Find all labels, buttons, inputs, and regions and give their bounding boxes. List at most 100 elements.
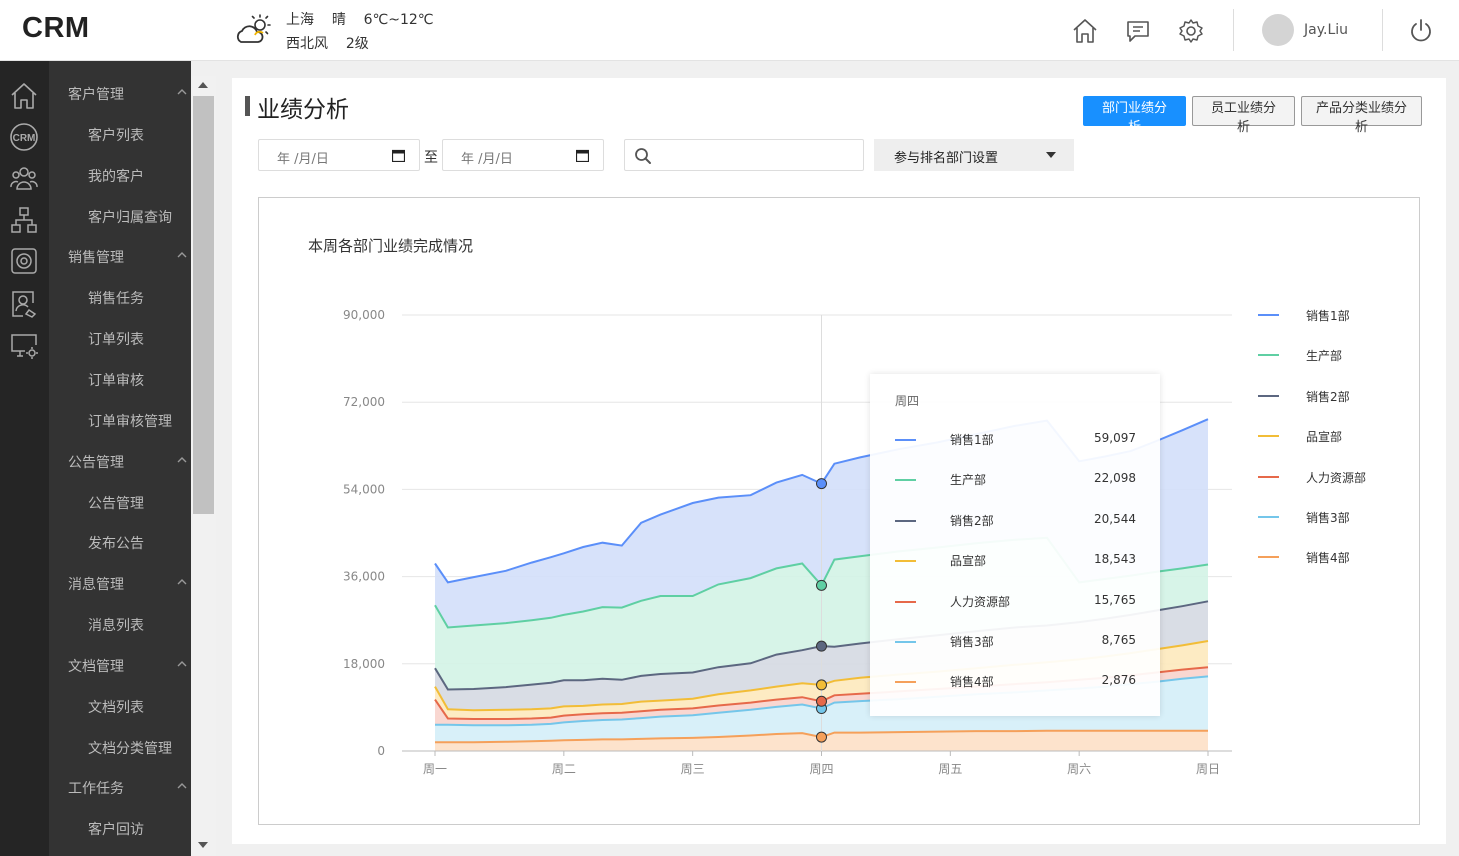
scroll-thumb[interactable]	[193, 96, 214, 514]
legend-item[interactable]: 生产部	[1258, 345, 1378, 365]
avatar[interactable]	[1262, 14, 1294, 46]
camera-icon[interactable]	[9, 246, 39, 276]
legend-label: 品宣部	[1306, 430, 1343, 445]
tooltip-series-name: 销售4部	[950, 675, 994, 690]
y-tick-label: 0	[377, 744, 385, 758]
menu-item-customer-list[interactable]: 客户列表	[49, 114, 191, 154]
menu-item-customer-ownership[interactable]: 客户归属查询	[49, 196, 191, 236]
start-date-placeholder: 年 /月/日	[277, 152, 329, 167]
chevron-up-icon[interactable]	[177, 455, 187, 465]
power-icon[interactable]	[1407, 17, 1435, 45]
home-icon[interactable]	[1071, 17, 1099, 45]
menu-item-order-review[interactable]: 订单审核	[49, 359, 191, 399]
partly-sunny-icon	[236, 14, 271, 43]
menu-item-order-list[interactable]: 订单列表	[49, 318, 191, 358]
hover-point-人力资源部[interactable]	[816, 695, 827, 707]
menu-group-message[interactable]: 消息管理	[49, 563, 191, 603]
hover-point-销售2部[interactable]	[816, 640, 827, 652]
chevron-up-icon[interactable]	[177, 659, 187, 669]
search-icon	[635, 148, 651, 164]
menu-label: 公告管理	[88, 495, 144, 512]
menu-item-my-customers[interactable]: 我的客户	[49, 155, 191, 195]
tooltip-series-value: 2,876	[1101, 673, 1136, 688]
gear-icon[interactable]	[1177, 17, 1205, 45]
menu-item-message-list[interactable]: 消息列表	[49, 604, 191, 644]
chevron-up-icon[interactable]	[177, 781, 187, 791]
tooltip-swatch	[895, 681, 916, 684]
tooltip-series-name: 销售1部	[950, 433, 994, 447]
menu-item-doc-list[interactable]: 文档列表	[49, 686, 191, 726]
legend-item[interactable]: 人力资源部	[1258, 467, 1378, 487]
home-icon[interactable]	[9, 81, 39, 111]
search-input[interactable]	[657, 144, 857, 166]
end-date-input[interactable]: 年 /月/日	[442, 139, 604, 171]
side-menu: 客户管理 客户列表 我的客户 客户归属查询 销售管理 销售任务 订单列表 订单审核 订单审核管理…	[49, 61, 191, 856]
hover-point-销售4部[interactable]	[816, 731, 827, 743]
crm-icon[interactable]: CRM	[9, 122, 39, 152]
legend-item[interactable]: 销售1部	[1258, 305, 1378, 325]
x-tick-label: 周三	[681, 762, 705, 776]
org-chart-icon[interactable]	[9, 205, 39, 235]
tab-product-category-performance[interactable]: 产品分类业绩分析	[1301, 96, 1422, 135]
menu-item-doc-category[interactable]: 文档分类管理	[49, 727, 191, 767]
users-icon[interactable]	[9, 163, 39, 193]
tooltip-series-value: 20,544	[1094, 511, 1136, 526]
y-tick-label: 18,000	[343, 657, 385, 671]
x-tick-label: 周六	[1067, 762, 1091, 776]
tooltip-swatch	[895, 439, 916, 441]
weather-city: 上海	[286, 12, 314, 28]
ranking-department-select[interactable]: 参与排名部门设置	[874, 139, 1074, 171]
calendar-icon[interactable]	[392, 149, 405, 162]
app-logo[interactable]: CRM	[22, 12, 90, 44]
tooltip-row: 生产部 22,098	[870, 470, 1160, 490]
calendar-icon[interactable]	[576, 149, 589, 162]
legend-item[interactable]: 品宣部	[1258, 426, 1378, 446]
menu-scrollbar[interactable]	[191, 76, 216, 856]
menu-item-publish-notice[interactable]: 发布公告	[49, 522, 191, 562]
header-divider	[1233, 9, 1234, 51]
chevron-up-icon[interactable]	[177, 577, 187, 587]
monitor-settings-icon[interactable]	[9, 331, 39, 361]
search-field[interactable]	[624, 139, 864, 171]
message-icon[interactable]	[1124, 17, 1152, 45]
menu-group-docs[interactable]: 文档管理	[49, 645, 191, 685]
menu-item-order-review-admin[interactable]: 订单审核管理	[49, 400, 191, 440]
menu-group-work[interactable]: 工作任务	[49, 767, 191, 807]
chart-title: 本周各部门业绩完成情况	[308, 237, 474, 255]
legend-label: 销售4部	[1306, 551, 1350, 566]
legend-item[interactable]: 销售3部	[1258, 507, 1378, 527]
menu-group-sales[interactable]: 销售管理	[49, 236, 191, 276]
legend-item[interactable]: 销售2部	[1258, 386, 1378, 406]
menu-label: 文档分类管理	[88, 740, 172, 757]
contact-card-icon[interactable]	[9, 289, 39, 319]
chevron-up-icon[interactable]	[177, 87, 187, 97]
legend-swatch	[1258, 516, 1279, 518]
hover-point-销售1部[interactable]	[816, 478, 827, 490]
tooltip-category: 周四	[895, 394, 920, 408]
y-tick-label: 36,000	[343, 570, 385, 584]
start-date-input[interactable]: 年 /月/日	[258, 139, 420, 171]
menu-group-customer[interactable]: 客户管理	[49, 73, 191, 113]
scroll-down-arrow[interactable]	[198, 842, 208, 848]
tooltip-row: 人力资源部 15,765	[870, 592, 1160, 612]
legend-item[interactable]: 销售4部	[1258, 547, 1378, 567]
chevron-up-icon[interactable]	[177, 250, 187, 260]
hover-point-生产部[interactable]	[816, 579, 827, 591]
username[interactable]: Jay.Liu	[1304, 22, 1349, 38]
y-tick-label: 72,000	[343, 395, 385, 409]
x-tick-label: 周二	[552, 762, 576, 776]
chevron-down-icon	[1046, 152, 1056, 158]
scroll-up-arrow[interactable]	[198, 82, 208, 88]
hover-point-品宣部[interactable]	[816, 679, 827, 691]
menu-group-notice[interactable]: 公告管理	[49, 441, 191, 481]
menu-item-notice-admin[interactable]: 公告管理	[49, 482, 191, 522]
tab-department-performance[interactable]: 部门业绩分析	[1083, 96, 1186, 135]
tab-employee-performance[interactable]: 员工业绩分析	[1192, 96, 1295, 135]
y-tick-label: 90,000	[343, 308, 385, 322]
tooltip-swatch	[895, 641, 916, 643]
tooltip-series-value: 15,765	[1094, 592, 1136, 607]
menu-item-customer-visit[interactable]: 客户回访	[49, 808, 191, 848]
menu-item-sales-tasks[interactable]: 销售任务	[49, 277, 191, 317]
tooltip-row: 销售1部 59,097	[870, 430, 1160, 450]
tooltip-series-value: 22,098	[1094, 471, 1136, 486]
